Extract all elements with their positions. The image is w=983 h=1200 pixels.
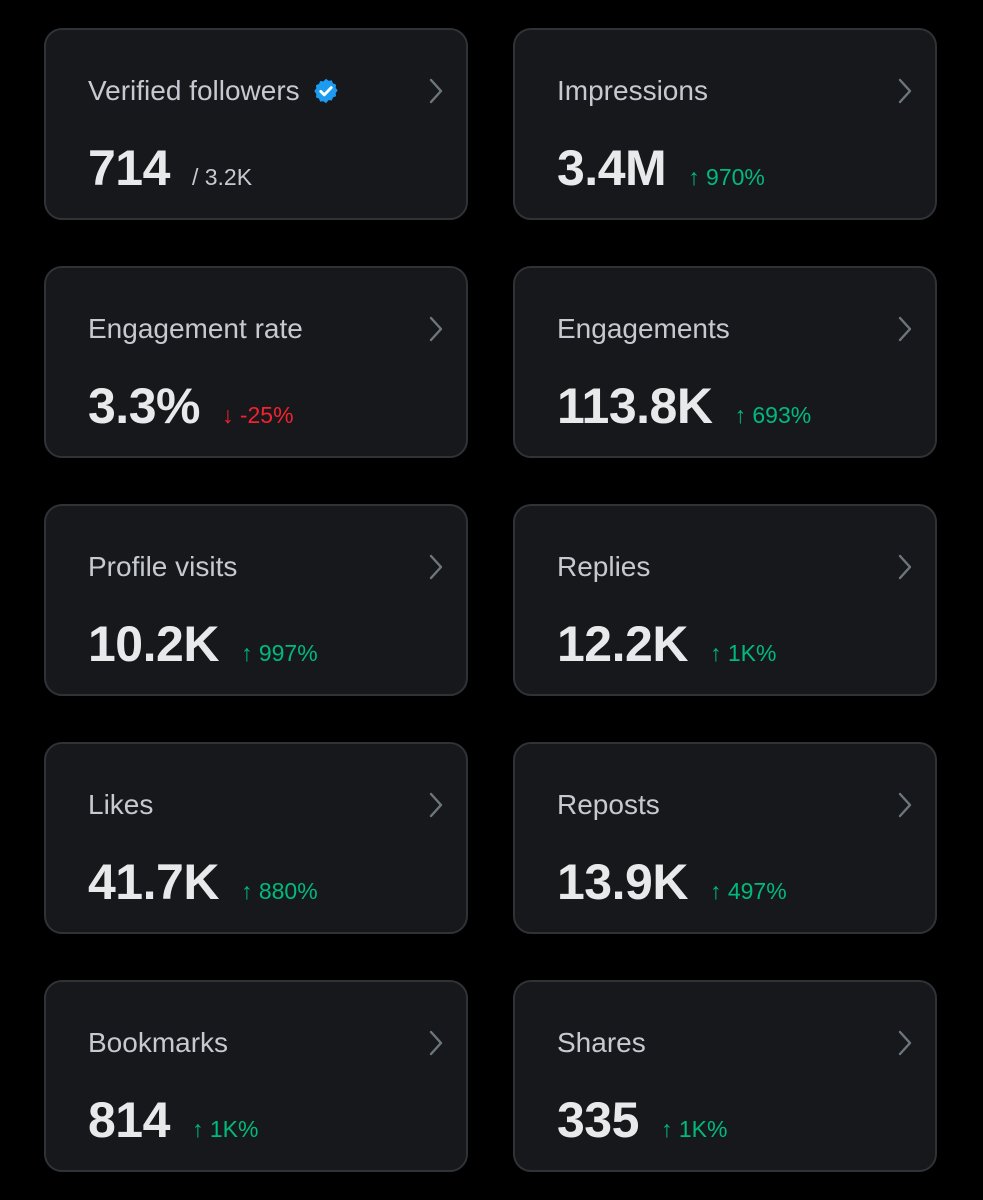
metric-value-row: 41.7K ↑ 880% (88, 852, 318, 912)
chevron-right-icon (898, 554, 912, 580)
metric-card-bookmarks[interactable]: Bookmarks 814 ↑ 1K% (44, 980, 468, 1172)
metric-value: 10.2K (88, 616, 219, 672)
metric-title-wrapper: Verified followers (88, 74, 340, 108)
metric-change: ↑ 693% (734, 402, 812, 428)
metric-value-row: 3.3% ↓ -25% (88, 376, 294, 436)
metric-change: ↓ -25% (221, 402, 294, 428)
metric-card-engagement-rate[interactable]: Engagement rate 3.3% ↓ -25% (44, 266, 468, 458)
chevron-right-icon (429, 78, 443, 104)
chevron-right-icon (429, 316, 443, 342)
metric-value: 13.9K (557, 854, 688, 910)
metric-change: ↑ 997% (240, 640, 318, 666)
metric-card-impressions[interactable]: Impressions 3.4M ↑ 970% (513, 28, 937, 220)
metric-value-row: 113.8K ↑ 693% (557, 376, 811, 436)
metric-total: / 3.2K (191, 164, 253, 190)
metric-value-row: 814 ↑ 1K% (88, 1090, 258, 1150)
metric-title-wrapper: Bookmarks (88, 1026, 228, 1060)
metric-card-verified-followers[interactable]: Verified followers 714 / 3.2K (44, 28, 468, 220)
metric-value: 335 (557, 1092, 639, 1148)
metric-value: 12.2K (557, 616, 688, 672)
metric-value-row: 335 ↑ 1K% (557, 1090, 727, 1150)
metric-value-row: 13.9K ↑ 497% (557, 852, 787, 912)
chevron-right-icon (898, 792, 912, 818)
metric-value-row: 714 / 3.2K (88, 138, 252, 198)
metric-value: 113.8K (557, 378, 713, 434)
metric-value: 3.4M (557, 140, 667, 196)
metric-title-wrapper: Reposts (557, 788, 660, 822)
metric-card-shares[interactable]: Shares 335 ↑ 1K% (513, 980, 937, 1172)
metric-title: Verified followers (88, 75, 300, 106)
chevron-right-icon (429, 792, 443, 818)
metric-change: ↑ 1K% (191, 1116, 259, 1142)
metric-title-wrapper: Likes (88, 788, 153, 822)
metric-change: ↑ 497% (709, 878, 787, 904)
metric-value-row: 12.2K ↑ 1K% (557, 614, 776, 674)
metric-change: ↑ 880% (240, 878, 318, 904)
metric-value: 3.3% (88, 378, 200, 434)
metric-card-replies[interactable]: Replies 12.2K ↑ 1K% (513, 504, 937, 696)
metric-title: Engagements (557, 313, 730, 344)
metric-title-wrapper: Engagements (557, 312, 730, 346)
metric-title: Shares (557, 1027, 646, 1058)
metric-title: Engagement rate (88, 313, 303, 344)
verified-badge-icon (313, 78, 338, 104)
metric-card-engagements[interactable]: Engagements 113.8K ↑ 693% (513, 266, 937, 458)
metric-card-likes[interactable]: Likes 41.7K ↑ 880% (44, 742, 468, 934)
metric-value-row: 3.4M ↑ 970% (557, 138, 765, 198)
metric-title: Bookmarks (88, 1027, 229, 1058)
metric-title-wrapper: Replies (557, 550, 650, 584)
metric-change: ↑ 970% (688, 164, 765, 190)
metric-title: Replies (557, 551, 651, 582)
metric-title-wrapper: Engagement rate (88, 312, 303, 346)
metric-title: Impressions (557, 75, 708, 106)
metric-value: 714 (88, 140, 170, 196)
metric-title: Likes (88, 789, 154, 820)
chevron-right-icon (898, 78, 912, 104)
metric-title-wrapper: Profile visits (88, 550, 237, 584)
metric-title-wrapper: Shares (557, 1026, 646, 1060)
metric-value: 814 (88, 1092, 170, 1148)
metric-change: ↑ 1K% (709, 640, 777, 666)
chevron-right-icon (429, 1030, 443, 1056)
chevron-right-icon (898, 316, 912, 342)
metric-title: Profile visits (88, 551, 238, 582)
metric-title-wrapper: Impressions (557, 74, 708, 108)
chevron-right-icon (429, 554, 443, 580)
metric-card-profile-visits[interactable]: Profile visits 10.2K ↑ 997% (44, 504, 468, 696)
metric-change: ↑ 1K% (660, 1116, 728, 1142)
metric-card-reposts[interactable]: Reposts 13.9K ↑ 497% (513, 742, 937, 934)
metric-value: 41.7K (88, 854, 219, 910)
chevron-right-icon (898, 1030, 912, 1056)
metric-value-row: 10.2K ↑ 997% (88, 614, 318, 674)
metric-title: Reposts (557, 789, 660, 820)
